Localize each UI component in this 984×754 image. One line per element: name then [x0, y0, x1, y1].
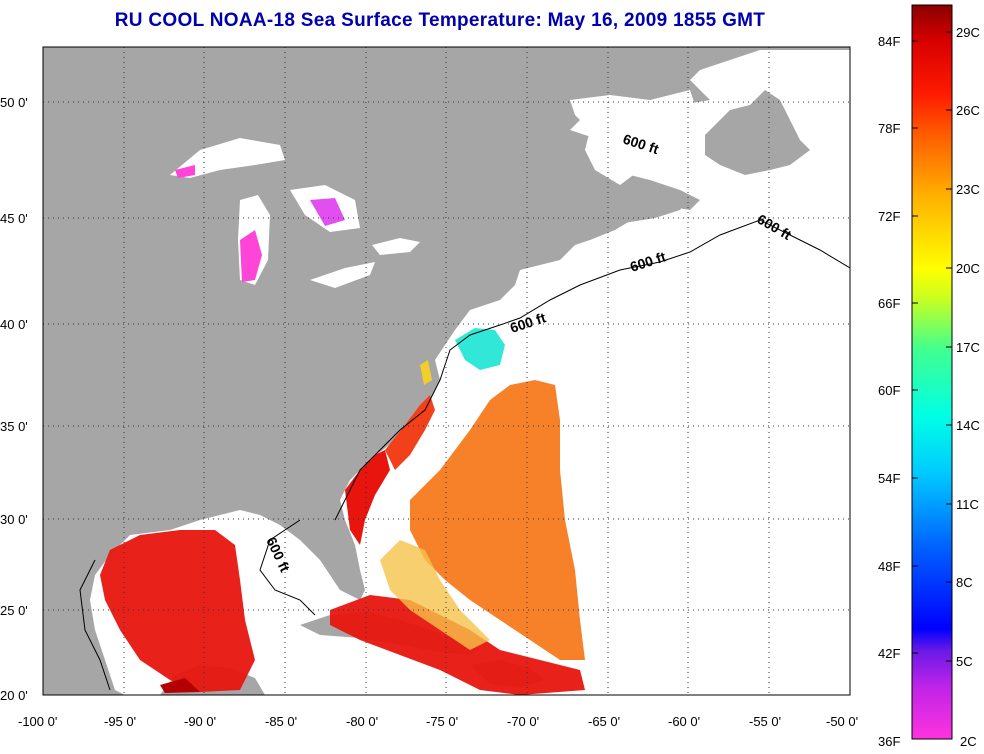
sst-gulf-edge	[160, 678, 200, 693]
lon-tick: -80 0'	[346, 714, 378, 729]
colorbar-c-label: 11C	[956, 497, 979, 512]
lon-tick: -60 0'	[668, 714, 700, 729]
lon-tick: -75 0'	[426, 714, 458, 729]
lat-tick: 30 0'	[0, 512, 28, 527]
colorbar-c-label: 26C	[956, 103, 980, 118]
sst-gulf-stream	[385, 395, 435, 470]
sst-gulf-of-mexico	[100, 530, 255, 692]
sst-atlantic-warm	[410, 380, 585, 660]
lat-tick: 50 0'	[0, 95, 28, 110]
colorbar-f-label: 60F	[878, 383, 900, 398]
map-title: RU COOL NOAA-18 Sea Surface Temperature:…	[114, 10, 766, 31]
lon-tick: -65 0'	[588, 714, 620, 729]
colorbar-c-label: 14C	[956, 418, 980, 433]
colorbar-c-label: 5C	[956, 654, 973, 669]
lon-tick: -90 0'	[184, 714, 216, 729]
lon-tick: -50 0'	[826, 714, 858, 729]
temperature-colorbar	[911, 4, 953, 740]
colorbar-f-label: 66F	[878, 296, 900, 311]
newfoundland-land	[705, 90, 810, 175]
colorbar-f-label: 84F	[878, 34, 900, 49]
colorbar-c-label: 17C	[956, 340, 980, 355]
contour-600ft	[79, 219, 850, 691]
sst-caribbean	[330, 595, 585, 695]
map-frame	[42, 46, 851, 696]
lake-ontario	[372, 238, 420, 255]
colorbar-f-label: 48F	[878, 559, 900, 574]
sst-chesapeake	[420, 360, 432, 385]
lon-tick: -70 0'	[507, 714, 539, 729]
lat-tick: 45 0'	[0, 211, 28, 226]
lat-tick: 25 0'	[0, 603, 28, 618]
graticule	[43, 47, 850, 695]
lake-erie	[310, 262, 375, 288]
colorbar-f-label: 72F	[878, 209, 900, 224]
lon-tick: -85 0'	[265, 714, 297, 729]
nova-scotia-land	[585, 188, 690, 230]
sst-florida-coast	[345, 450, 390, 545]
colorbar-c-label: 23C	[956, 182, 980, 197]
sst-mid-atlantic-cool	[455, 328, 505, 370]
colorbar-c-label: 2C	[960, 734, 977, 749]
sst-lake-huron	[310, 198, 345, 226]
lat-tick: 40 0'	[0, 317, 28, 332]
colorbar-c-label: 29C	[956, 25, 980, 40]
lat-tick: 35 0'	[0, 419, 28, 434]
lon-tick: -95 0'	[104, 714, 136, 729]
colorbar-f-label: 36F	[878, 734, 900, 749]
colorbar-f-label: 78F	[878, 121, 900, 136]
sst-atlantic-yellow	[380, 540, 490, 650]
gulf-st-lawrence	[570, 90, 700, 185]
lon-tick: -100 0'	[18, 714, 57, 729]
colorbar-c-label: 8C	[956, 575, 973, 590]
sst-lake-michigan	[240, 230, 262, 282]
colorbar-c-label: 20C	[956, 261, 980, 276]
sst-lake-superior	[175, 165, 195, 178]
lat-tick: 20 0'	[0, 688, 28, 703]
lake-superior	[170, 138, 285, 178]
lon-tick: -55 0'	[749, 714, 781, 729]
colorbar-f-label: 42F	[878, 646, 900, 661]
colorbar-f-label: 54F	[878, 471, 900, 486]
